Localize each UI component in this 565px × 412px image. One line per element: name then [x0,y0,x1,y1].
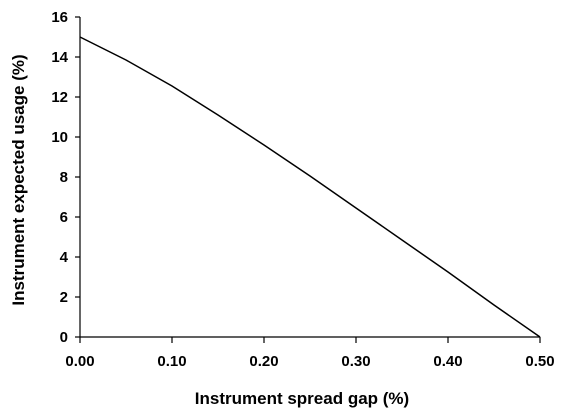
x-tick-label: 0.00 [65,353,94,370]
y-tick-label: 2 [60,289,68,306]
y-tick-label: 0 [60,329,68,346]
x-ticks: 0.00 0.10 0.20 0.30 0.40 0.50 [65,337,555,370]
y-tick-label: 6 [60,209,68,226]
y-tick-label: 8 [60,169,68,186]
x-axis-title: Instrument spread gap (%) [195,389,409,408]
series-group [79,36,541,338]
x-tick-label: 0.40 [433,353,462,370]
x-tick-label: 0.20 [249,353,278,370]
y-axis-title: Instrument expected usage (%) [9,54,28,305]
y-tick-label: 10 [51,129,68,146]
x-tick-label: 0.10 [157,353,186,370]
y-tick-label: 16 [51,9,68,26]
y-tick-label: 14 [51,49,68,66]
y-tick-label: 12 [51,89,68,106]
y-tick-label: 4 [60,249,69,266]
x-tick-label: 0.50 [525,353,554,370]
series-line-0 [79,36,541,338]
x-tick-label: 0.30 [341,353,370,370]
y-ticks: 0 2 4 6 8 10 12 14 16 [51,9,80,346]
